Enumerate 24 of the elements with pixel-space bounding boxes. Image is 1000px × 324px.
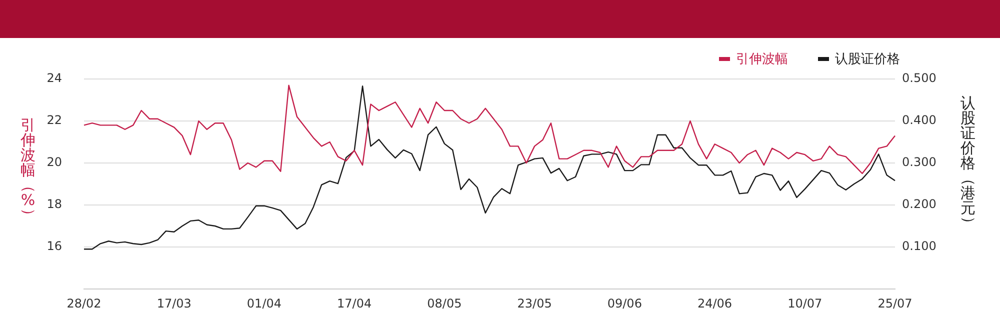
- y2-tick-label: 0.500: [902, 71, 936, 86]
- y-tick-label: 18: [46, 197, 62, 212]
- x-tick-label: 24/06: [697, 296, 732, 310]
- x-tick-label: 28/02: [66, 296, 102, 310]
- y2-tick-label: 0.100: [902, 239, 936, 254]
- legend-label: 引伸波幅: [736, 51, 788, 68]
- legend-label: 认股证价格: [835, 51, 900, 68]
- x-tick-label: 17/04: [337, 296, 372, 310]
- x-tick-label: 25/07: [878, 296, 912, 310]
- x-tick-label: 09/06: [607, 296, 642, 310]
- x-tick-label: 10/07: [788, 296, 822, 310]
- text: 认股证价格（港元）: [960, 94, 978, 231]
- y-tick-label: 16: [46, 239, 62, 254]
- y-axis-title: 引伸波幅（%）: [20, 116, 38, 223]
- y-tick-label: 20: [46, 155, 62, 170]
- y2-tick-label: 0.200: [902, 197, 936, 212]
- y2-tick-label: 0.400: [902, 113, 936, 128]
- x-tick-label: 08/05: [427, 296, 462, 310]
- y2-tick-label: 0.300: [902, 155, 936, 170]
- y-tick-label: 22: [46, 113, 62, 128]
- x-tick-label: 23/05: [517, 296, 552, 310]
- x-tick-label: 01/04: [246, 296, 282, 310]
- x-tick-label: 17/03: [156, 296, 192, 310]
- y-tick-label: 24: [46, 71, 62, 86]
